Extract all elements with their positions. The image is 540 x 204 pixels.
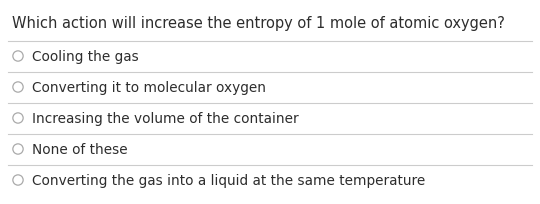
Text: Which action will increase the entropy of 1 mole of atomic oxygen?: Which action will increase the entropy o… — [12, 16, 505, 31]
Point — [14, 117, 22, 120]
Text: Increasing the volume of the container: Increasing the volume of the container — [32, 111, 299, 125]
Text: Cooling the gas: Cooling the gas — [32, 50, 139, 64]
Point — [14, 86, 22, 89]
Text: None of these: None of these — [32, 142, 127, 156]
Text: Converting the gas into a liquid at the same temperature: Converting the gas into a liquid at the … — [32, 173, 426, 187]
Point — [14, 55, 22, 58]
Point — [14, 178, 22, 182]
Point — [14, 148, 22, 151]
Text: Converting it to molecular oxygen: Converting it to molecular oxygen — [32, 81, 266, 94]
